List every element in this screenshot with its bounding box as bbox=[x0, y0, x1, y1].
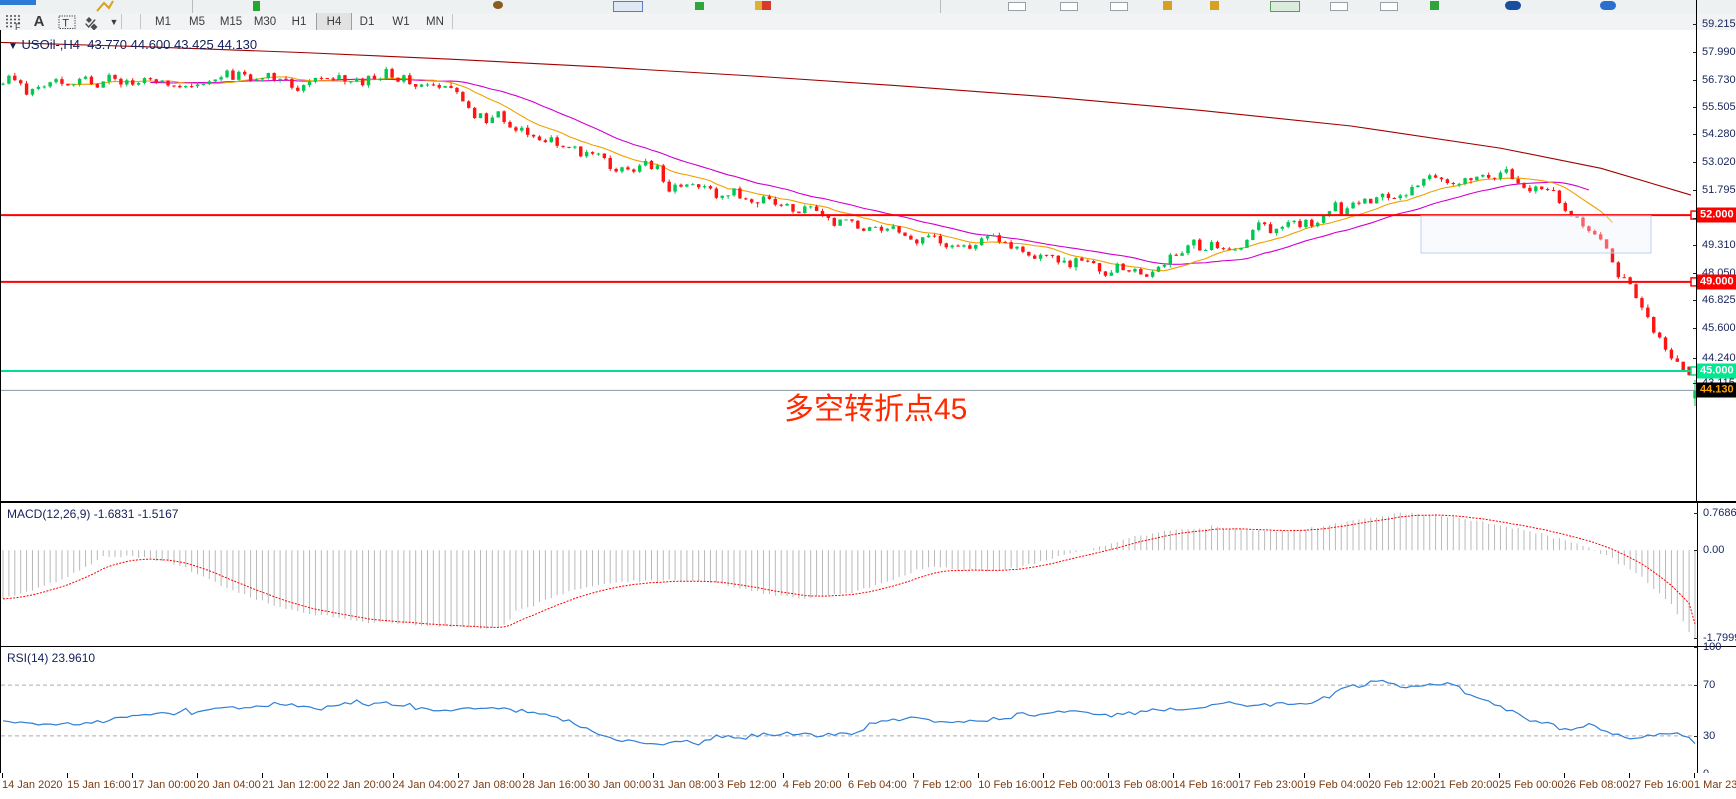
svg-text:T: T bbox=[62, 18, 69, 30]
svg-text:多空转折点45: 多空转折点45 bbox=[784, 393, 967, 426]
svg-text:F: F bbox=[15, 22, 21, 30]
